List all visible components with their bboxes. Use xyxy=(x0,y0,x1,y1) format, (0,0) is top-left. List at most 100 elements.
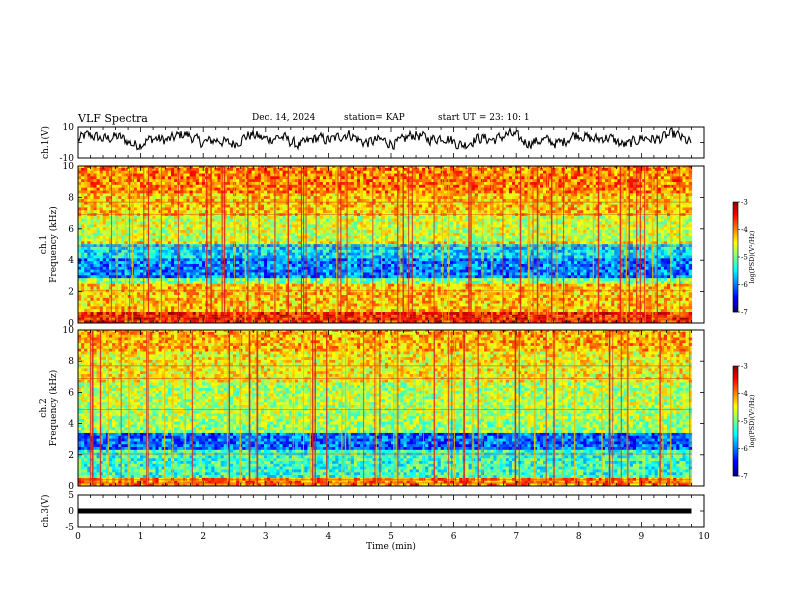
ch1-cell xyxy=(385,298,388,301)
ch1-trace xyxy=(78,128,691,149)
ch1-cell xyxy=(462,300,465,303)
ch1-cell xyxy=(152,303,155,306)
ch1-cell xyxy=(100,295,103,298)
ch1-cell xyxy=(100,312,103,315)
ch1-cell xyxy=(574,315,577,318)
ch1-cell xyxy=(574,309,577,312)
ch1-cell xyxy=(565,306,568,309)
ch1-waveform xyxy=(78,128,691,149)
ch1-cell xyxy=(611,298,614,301)
ch1-cell xyxy=(292,312,295,315)
ch1-cell xyxy=(227,298,230,301)
ch1-cell xyxy=(348,300,351,303)
ch1-cell xyxy=(394,298,397,301)
ch1-cell xyxy=(137,315,140,318)
ch1-cell xyxy=(193,306,196,309)
ch1-cell xyxy=(363,298,366,301)
ch1-cell xyxy=(261,295,264,298)
ch1-cell xyxy=(156,306,159,309)
ch1-cell xyxy=(106,315,109,318)
ch1-cell xyxy=(283,303,286,306)
ch1-cell xyxy=(196,295,199,298)
ch1-cell xyxy=(456,300,459,303)
ch1-cell xyxy=(648,298,651,301)
ch1-cell xyxy=(531,300,534,303)
ch1-cell xyxy=(583,312,586,315)
ch1-cell xyxy=(84,303,87,306)
ch1-cell xyxy=(599,298,602,301)
ch1-cell xyxy=(531,306,534,309)
ch1-cell xyxy=(689,303,692,306)
ch1-cell xyxy=(283,298,286,301)
ch1-cell xyxy=(103,303,106,306)
ch1-cell xyxy=(146,303,149,306)
ch1-cell xyxy=(512,303,515,306)
ch1-cell xyxy=(354,309,357,312)
ch1-cell xyxy=(326,309,329,312)
ch1-cell xyxy=(280,312,283,315)
ch1-cell xyxy=(252,309,255,312)
ch1-cell xyxy=(602,309,605,312)
ch1-cell xyxy=(583,306,586,309)
ch1-cell xyxy=(78,306,81,309)
ch1-cell xyxy=(676,300,679,303)
ch1-cell xyxy=(565,300,568,303)
ch1-cell xyxy=(218,315,221,318)
ch1-cell xyxy=(385,303,388,306)
ch1-cell xyxy=(193,315,196,318)
ch1-cell xyxy=(311,312,314,315)
plot-svg: 10-10ch.1(V)0246810ch.1 Frequency (kHz)-3… xyxy=(0,0,792,612)
ch1-cell xyxy=(648,309,651,312)
ch1-cell xyxy=(515,303,518,306)
ch1-cell xyxy=(196,306,199,309)
ch1-cell xyxy=(543,303,546,306)
ch1-cell xyxy=(521,306,524,309)
ch1-cell xyxy=(521,300,524,303)
ch1-cell xyxy=(453,309,456,312)
ch1-cell xyxy=(630,315,633,318)
ch1-cell xyxy=(94,298,97,301)
ch1-cell xyxy=(78,300,81,303)
ch1-cell xyxy=(199,306,202,309)
ch1-cell xyxy=(227,309,230,312)
ch1-cell xyxy=(509,309,512,312)
ch1-cell xyxy=(134,295,137,298)
ch1-cell xyxy=(81,298,84,301)
ch1-cell xyxy=(388,306,391,309)
ch1-cell xyxy=(614,306,617,309)
ch1-cell xyxy=(683,306,686,309)
ch1-cell xyxy=(422,309,425,312)
ch1-cell xyxy=(493,306,496,309)
ch1-cell xyxy=(475,300,478,303)
ch1-cell xyxy=(270,300,273,303)
ch1-cell xyxy=(683,315,686,318)
ch1-cell xyxy=(196,303,199,306)
ch1-cell xyxy=(323,315,326,318)
ch1-cell xyxy=(214,315,217,318)
ch1-cell xyxy=(118,315,121,318)
ch1-cell xyxy=(394,300,397,303)
ch1-cell xyxy=(323,298,326,301)
ch1-cell xyxy=(630,298,633,301)
ch1-cell xyxy=(149,315,152,318)
ch1-cell xyxy=(667,306,670,309)
ch1-cell xyxy=(199,312,202,315)
ch1-cell xyxy=(258,309,261,312)
ch1-cell xyxy=(419,303,422,306)
ch1-cell xyxy=(90,303,93,306)
ch1-cell xyxy=(332,303,335,306)
ch1-cell xyxy=(307,309,310,312)
ch1-cell xyxy=(559,306,562,309)
ch1-cell xyxy=(369,312,372,315)
ch1-cell xyxy=(183,309,186,312)
ch1-cell xyxy=(419,315,422,318)
ch1-cell xyxy=(664,300,667,303)
ch1-cell xyxy=(112,306,115,309)
ch1-cell xyxy=(267,295,270,298)
ch1-cell xyxy=(332,309,335,312)
ch1-cell xyxy=(506,306,509,309)
ch1-cell xyxy=(608,312,611,315)
ch1-cell xyxy=(81,312,84,315)
ch1-cell xyxy=(84,300,87,303)
ch1-cell xyxy=(484,315,487,318)
